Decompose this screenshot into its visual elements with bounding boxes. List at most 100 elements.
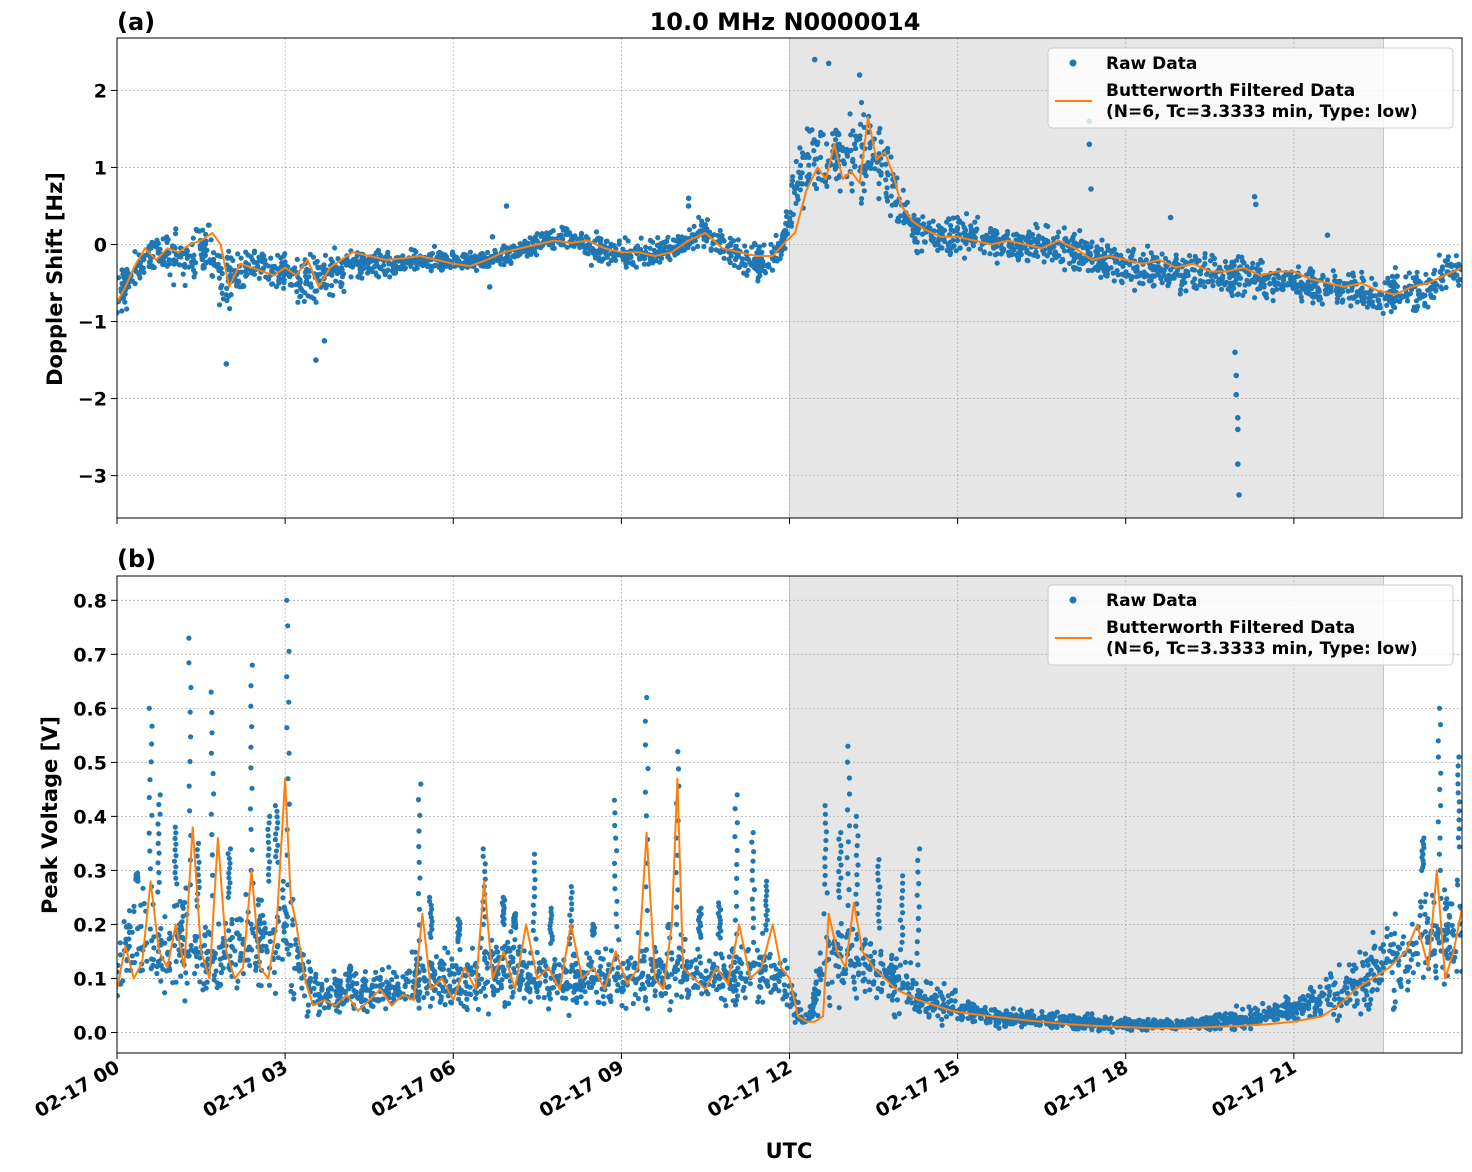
raw-data-point — [982, 1009, 989, 1015]
raw-data-point — [1340, 288, 1346, 294]
raw-data-point — [573, 969, 579, 975]
raw-data-point — [695, 243, 701, 249]
raw-data-point — [751, 939, 757, 946]
raw-data-point — [214, 985, 220, 991]
raw-data-point — [620, 246, 626, 252]
raw-data-point — [1032, 252, 1038, 258]
raw-data-point — [148, 966, 154, 972]
raw-data-point — [552, 956, 558, 963]
raw-data-point — [363, 978, 369, 984]
raw-data-point — [1317, 993, 1323, 1000]
raw-data-point — [775, 240, 782, 246]
raw-data-point — [1456, 282, 1462, 288]
raw-data-point — [754, 947, 761, 953]
raw-data-point — [600, 956, 606, 962]
raw-data-point — [859, 196, 865, 202]
raw-data-point — [1146, 278, 1152, 284]
raw-data-point — [973, 1005, 979, 1011]
raw-data-point — [202, 924, 208, 931]
raw-data-point — [835, 973, 842, 979]
raw-data-point — [426, 263, 432, 269]
raw-data-point — [141, 269, 147, 275]
raw-data-point — [1240, 1006, 1246, 1012]
raw-data-point — [595, 235, 602, 241]
raw-data-point — [641, 261, 648, 267]
raw-data-point — [534, 231, 540, 237]
raw-data-point — [1317, 1008, 1324, 1014]
raw-data-point — [947, 239, 953, 245]
raw-data-point — [901, 220, 907, 226]
raw-data-point — [1334, 1017, 1341, 1023]
raw-data-point — [1033, 221, 1039, 227]
raw-data-point — [1443, 284, 1449, 291]
raw-data-point — [281, 937, 287, 943]
raw-data-point — [250, 930, 256, 936]
raw-data-point — [1251, 193, 1258, 200]
raw-data-point — [741, 270, 747, 276]
raw-data-point — [484, 965, 490, 971]
raw-data-point — [377, 976, 383, 983]
raw-data-point — [150, 264, 156, 270]
raw-data-point — [1394, 950, 1400, 957]
raw-data-point — [756, 994, 762, 1000]
raw-data-point — [180, 271, 186, 277]
raw-data-point — [1399, 940, 1406, 947]
raw-data-point — [1235, 426, 1241, 433]
raw-data-point — [272, 265, 278, 271]
raw-data-point — [1027, 234, 1033, 240]
raw-data-point — [1324, 277, 1331, 283]
raw-data-point — [280, 276, 286, 282]
raw-data-point — [117, 993, 120, 999]
raw-data-point — [1280, 283, 1286, 289]
raw-data-point — [813, 185, 820, 192]
raw-data-point — [1158, 274, 1164, 280]
raw-data-point — [389, 984, 396, 990]
raw-data-point — [350, 257, 356, 263]
raw-data-point — [1390, 303, 1396, 309]
raw-data-point — [427, 1003, 433, 1009]
raw-data-point — [947, 251, 953, 258]
raw-data-point — [1196, 258, 1202, 264]
raw-data-point — [1332, 996, 1338, 1002]
raw-data-point — [608, 998, 614, 1005]
raw-data-point — [140, 885, 146, 891]
raw-data-point — [1071, 266, 1077, 272]
raw-data-point — [291, 996, 297, 1002]
raw-data-point — [445, 949, 451, 956]
raw-data-point — [212, 951, 218, 957]
raw-data-point — [494, 957, 500, 963]
raw-data-point — [1159, 280, 1165, 286]
raw-data-point — [789, 178, 796, 184]
raw-data-point — [447, 972, 453, 978]
raw-data-point — [1183, 288, 1189, 294]
raw-data-point — [994, 260, 1000, 266]
raw-data-point — [734, 993, 741, 999]
raw-data-point — [870, 980, 876, 986]
raw-data-point — [1451, 932, 1457, 938]
raw-data-point — [849, 188, 855, 194]
raw-data-point — [408, 263, 414, 269]
raw-data-point — [400, 253, 406, 259]
raw-data-point — [1425, 939, 1431, 946]
raw-data-point — [1417, 912, 1423, 919]
raw-data-point — [421, 994, 427, 1001]
raw-data-point — [849, 181, 855, 187]
raw-data-point — [485, 979, 491, 985]
raw-data-point — [315, 265, 321, 271]
raw-data-point — [335, 990, 341, 996]
raw-data-point — [647, 245, 653, 251]
raw-data-point — [162, 990, 168, 996]
raw-data-point — [1341, 987, 1347, 993]
raw-data-point — [1202, 255, 1208, 261]
raw-data-point — [560, 988, 566, 994]
raw-data-point — [681, 247, 687, 253]
raw-data-point — [541, 995, 547, 1001]
raw-data-point — [1390, 1006, 1396, 1012]
raw-data-point — [825, 60, 832, 67]
raw-data-point — [1346, 962, 1352, 968]
raw-data-point — [641, 985, 647, 991]
raw-data-point — [645, 1006, 651, 1012]
raw-data-point — [600, 993, 606, 1000]
raw-data-point — [894, 175, 900, 181]
raw-data-point — [1382, 280, 1388, 286]
